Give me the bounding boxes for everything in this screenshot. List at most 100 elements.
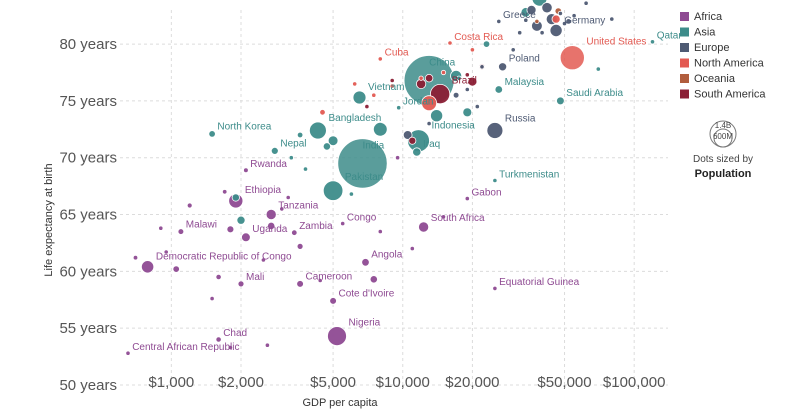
- point: [296, 131, 304, 139]
- point-nepal: [270, 146, 279, 155]
- point-qatar: [649, 39, 656, 45]
- point-tanzania: [265, 208, 277, 220]
- point-label: Nigeria: [349, 318, 381, 329]
- point: [221, 189, 228, 195]
- point-label: Greece: [503, 10, 536, 21]
- point: [260, 257, 266, 263]
- point: [409, 246, 415, 252]
- point-label: Cote d'Ivoire: [339, 289, 395, 300]
- point-label: Iraq: [423, 139, 440, 150]
- point-zambia: [291, 229, 298, 236]
- point: [523, 17, 529, 23]
- point: [424, 73, 434, 83]
- point-switzerland: [583, 0, 589, 6]
- point: [541, 2, 553, 14]
- point-russia: [486, 122, 504, 139]
- point-label: Pakistan: [345, 172, 383, 183]
- point: [595, 66, 601, 72]
- point: [288, 155, 294, 161]
- point-cameroon: [296, 280, 304, 288]
- point: [609, 16, 615, 22]
- point: [394, 155, 401, 161]
- point: [267, 221, 276, 230]
- point-angola: [361, 258, 370, 267]
- point: [389, 77, 395, 84]
- point-label: Brazil: [452, 75, 477, 86]
- point-label: Bangladesh: [329, 113, 382, 124]
- point-rwanda: [243, 167, 249, 174]
- point: [285, 194, 291, 201]
- point-malawi: [177, 228, 185, 235]
- point: [464, 72, 470, 78]
- point-label: Nepal: [280, 138, 306, 149]
- point: [462, 107, 473, 118]
- x-tick-label: $10,000: [376, 374, 430, 391]
- legend-swatch: [680, 43, 689, 52]
- point: [469, 47, 475, 53]
- point-label: Saudi Arabia: [566, 88, 623, 99]
- point: [279, 206, 285, 212]
- point: [456, 75, 462, 81]
- legend-swatch: [680, 74, 689, 83]
- point-greece: [496, 18, 502, 24]
- point-south-africa: [418, 221, 430, 233]
- point-saudi-arabia: [556, 96, 565, 106]
- point-central-african-republic: [125, 350, 131, 356]
- point: [430, 109, 444, 123]
- point-vietnam: [352, 90, 367, 105]
- size-legend: 1.4B 600M Dots sized by Population: [693, 120, 753, 180]
- point: [186, 202, 193, 209]
- point: [426, 121, 432, 127]
- point: [551, 14, 561, 24]
- size-legend-large-label: 1.4B: [715, 121, 731, 130]
- size-legend-small-label: 600M: [713, 132, 733, 141]
- point-label: Cameroon: [306, 272, 353, 283]
- point-label: Turkmenistan: [499, 169, 559, 180]
- point-malaysia: [494, 85, 503, 94]
- point-label: North Korea: [217, 122, 271, 133]
- point-label: Ethiopia: [245, 185, 282, 196]
- point: [539, 30, 545, 36]
- x-tick-label: $5,000: [310, 374, 356, 391]
- point: [172, 265, 180, 273]
- point: [517, 30, 523, 36]
- size-legend-note: Dots sized by: [693, 154, 753, 165]
- point: [440, 69, 447, 76]
- y-tick-label: 60 years: [59, 263, 117, 280]
- point: [561, 20, 568, 27]
- legend-swatch: [680, 89, 689, 99]
- point-gabon: [464, 196, 470, 202]
- point-label: Gabon: [472, 187, 502, 198]
- y-tick-label: 65 years: [59, 207, 117, 224]
- point: [408, 136, 417, 145]
- point-cote-d-ivoire: [329, 297, 337, 305]
- point: [322, 142, 331, 151]
- point-mali: [237, 280, 245, 288]
- point-label: Germany: [564, 15, 605, 26]
- legend-label: Africa: [694, 11, 723, 23]
- point-chad: [215, 336, 222, 343]
- legend-label: Asia: [694, 27, 716, 39]
- legend-label: North America: [694, 58, 765, 70]
- point: [510, 47, 516, 53]
- point-label: Zambia: [299, 221, 333, 232]
- point: [227, 344, 233, 351]
- point: [371, 92, 377, 98]
- point-label: Malawi: [186, 220, 217, 231]
- point-label: Uganda: [252, 224, 287, 235]
- y-axis-title: Life expectancy at birth: [43, 163, 55, 276]
- x-tick-label: $100,000: [603, 374, 666, 391]
- ticks-layer: $1,000 $2,000 $5,000 $10,000 $20,000 $50,000 $…: [59, 36, 665, 394]
- point-pakistan: [322, 180, 344, 201]
- point: [209, 295, 215, 302]
- size-legend-variable: Population: [695, 168, 752, 180]
- point-label: Qatar: [657, 31, 683, 42]
- legend-label: Europe: [694, 42, 729, 54]
- point-uganda: [241, 232, 251, 243]
- y-tick-label: 80 years: [59, 36, 117, 53]
- point: [369, 275, 378, 284]
- point: [452, 91, 460, 99]
- grid-layer: [120, 10, 668, 386]
- point: [377, 229, 383, 235]
